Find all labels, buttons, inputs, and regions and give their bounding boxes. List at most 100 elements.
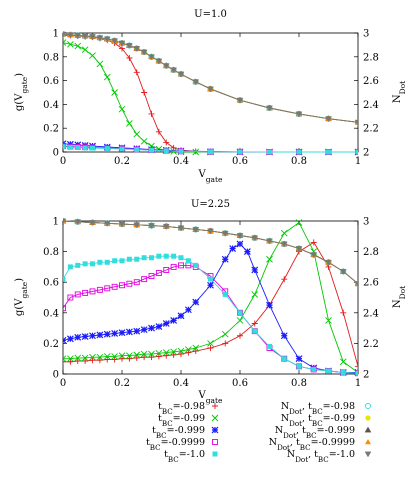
data-point xyxy=(126,355,133,362)
data-point xyxy=(236,97,244,104)
data-point xyxy=(118,40,126,47)
data-point xyxy=(112,258,118,264)
legend: tBC=-0.98tBC=-0.99tBC=-0.999tBC=-0.9999t… xyxy=(146,401,372,464)
data-point xyxy=(184,306,192,314)
series-line xyxy=(63,33,358,123)
y-tick-label: 0.6 xyxy=(43,278,59,289)
data-point xyxy=(148,223,155,229)
data-point xyxy=(163,139,170,146)
legend-label: NDot, tBC=-0.999 xyxy=(275,425,355,440)
data-point xyxy=(281,356,287,362)
data-point xyxy=(236,317,244,324)
legend-marker xyxy=(365,415,371,421)
data-point xyxy=(67,294,74,301)
data-point xyxy=(133,130,141,138)
data-point xyxy=(163,352,170,359)
data-point xyxy=(141,354,148,361)
data-point xyxy=(67,40,74,48)
data-point xyxy=(63,276,66,282)
data-point xyxy=(96,60,104,68)
data-point xyxy=(295,111,303,118)
series-3 xyxy=(63,240,358,376)
data-point xyxy=(133,354,140,361)
legend-marker xyxy=(364,402,372,410)
series-8 xyxy=(63,30,358,125)
data-point xyxy=(156,253,162,259)
data-point xyxy=(170,351,177,358)
data-point xyxy=(207,86,214,93)
data-point xyxy=(267,343,272,349)
data-point xyxy=(74,291,81,298)
data-point xyxy=(126,43,133,49)
data-point xyxy=(221,255,229,263)
x-tick-label: 0.6 xyxy=(232,156,248,167)
data-point xyxy=(141,89,148,96)
y-tick-label: 1 xyxy=(53,217,59,228)
x-tick-label: 0 xyxy=(60,378,66,389)
data-point xyxy=(355,370,358,376)
data-point xyxy=(148,354,155,361)
data-point xyxy=(178,148,184,154)
data-point xyxy=(75,144,81,150)
data-point xyxy=(126,120,133,127)
data-point xyxy=(63,355,67,363)
data-point xyxy=(149,255,154,261)
data-point xyxy=(89,52,96,59)
data-point xyxy=(177,225,185,232)
x-tick-label: 0.8 xyxy=(291,156,307,167)
data-point xyxy=(251,291,259,298)
data-point xyxy=(170,317,178,324)
y2-tick-label: 3 xyxy=(363,217,369,228)
data-point xyxy=(140,326,148,334)
data-point xyxy=(63,305,66,312)
data-point xyxy=(81,46,89,53)
data-point xyxy=(96,331,104,339)
legend-marker xyxy=(211,426,219,434)
data-point xyxy=(111,89,118,96)
data-point xyxy=(355,149,358,155)
data-point xyxy=(148,350,155,358)
x-tick-label: 1 xyxy=(355,156,361,167)
x-tick-label: 0.2 xyxy=(114,156,130,167)
legend-marker xyxy=(212,451,218,457)
series-10 xyxy=(63,31,358,126)
y2-tick-label: 2.8 xyxy=(363,52,379,63)
data-point xyxy=(155,58,163,65)
data-point xyxy=(89,288,96,295)
data-point xyxy=(155,128,162,135)
data-point xyxy=(170,263,177,270)
data-point xyxy=(177,71,185,78)
y2-tick-label: 2.6 xyxy=(363,76,379,87)
data-point xyxy=(133,69,140,76)
data-point xyxy=(236,240,244,248)
legend-label: NDot, tBC=-0.98 xyxy=(281,401,355,416)
data-point xyxy=(103,330,111,338)
data-point xyxy=(63,144,66,150)
data-point xyxy=(119,355,125,362)
data-point xyxy=(177,312,185,320)
data-point xyxy=(310,252,318,259)
data-point xyxy=(162,63,170,70)
data-point xyxy=(104,259,110,265)
plot-frame xyxy=(62,220,359,375)
data-point xyxy=(74,219,82,226)
data-point xyxy=(266,255,273,263)
data-point xyxy=(237,332,243,339)
data-point xyxy=(133,327,141,335)
y-tick-label: 0.2 xyxy=(43,339,59,350)
data-point xyxy=(236,233,244,239)
data-point xyxy=(148,110,155,117)
data-point xyxy=(126,352,133,359)
data-point xyxy=(162,223,170,230)
data-point xyxy=(207,281,214,289)
y2-tick-label: 2.2 xyxy=(363,124,379,135)
series-9 xyxy=(63,31,358,125)
y2-tick-label: 2.4 xyxy=(363,100,379,111)
y2-tick-label: 2.4 xyxy=(363,308,379,319)
x-tick-label: 0 xyxy=(60,156,66,167)
data-point xyxy=(162,320,170,327)
data-point xyxy=(325,317,332,324)
legend-marker xyxy=(212,403,218,409)
data-point xyxy=(67,264,73,270)
